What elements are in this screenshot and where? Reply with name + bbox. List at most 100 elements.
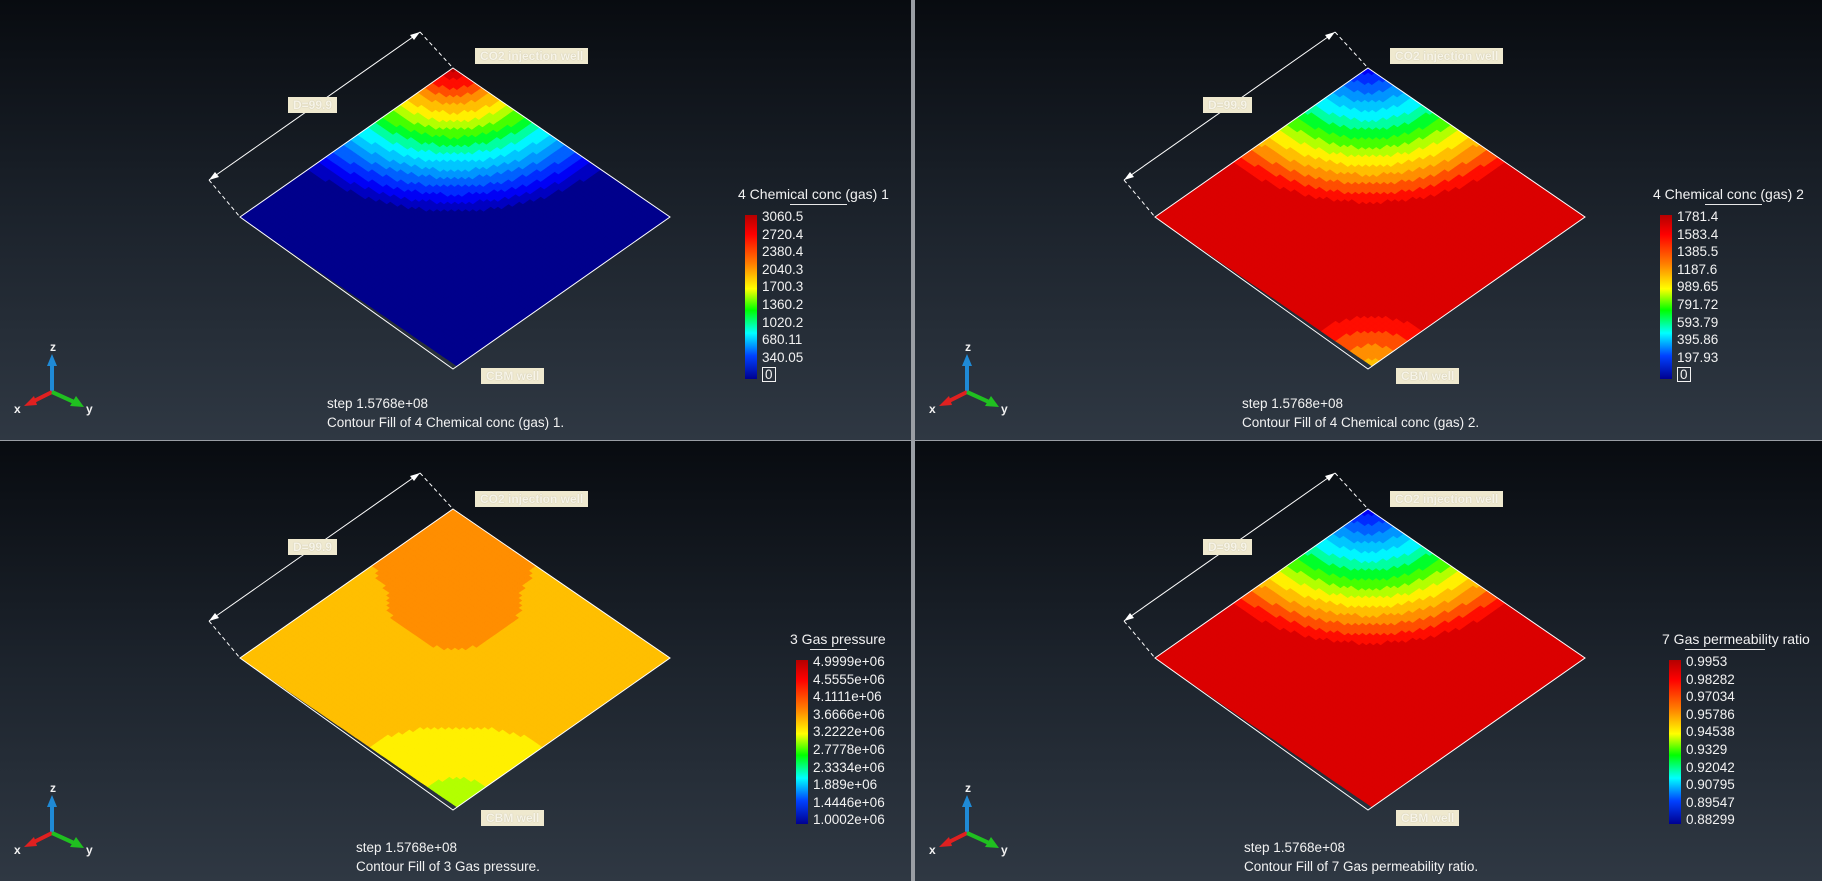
legend-value: 3.6666e+06 — [813, 706, 885, 722]
legend-value: 1.0002e+06 — [813, 812, 885, 828]
legend-value: 197.93 — [1677, 349, 1719, 365]
legend-value: 0.94538 — [1686, 724, 1735, 740]
axis-triad-icon — [24, 354, 84, 407]
axis-x-label: x — [929, 843, 936, 857]
legend-value: 680.11 — [762, 332, 803, 348]
legend-value: 1.889e+06 — [813, 777, 878, 793]
step-text: step 1.5768e+08 — [1244, 840, 1345, 855]
co2-injection-well-label: CO2 injection well — [1390, 48, 1504, 64]
legend-value: 1360.2 — [762, 297, 804, 312]
legend-value: 0.9329 — [1686, 742, 1728, 757]
legend-value: 3060.5 — [762, 209, 804, 224]
contour-mesh — [239, 67, 671, 367]
legend-value: 3.2222e+06 — [813, 724, 885, 740]
axis-x-label: x — [14, 843, 21, 857]
mesh-outline — [239, 508, 671, 811]
legend-color-bar — [796, 660, 808, 824]
step-text: step 1.5768e+08 — [1242, 396, 1343, 411]
distance-label: D=99.9 — [1203, 539, 1253, 555]
legend-value: 4.1111e+06 — [813, 689, 882, 705]
contour-caption: Contour Fill of 7 Gas permeability ratio… — [1244, 859, 1479, 874]
axis-triad: z x y — [10, 340, 100, 420]
axis-y-label: y — [1001, 402, 1008, 416]
legend-value: 0.92042 — [1686, 759, 1735, 775]
contour-caption: Contour Fill of 4 Chemical conc (gas) 2. — [1242, 415, 1480, 430]
legend-value: 1020.2 — [762, 314, 804, 330]
mesh-outline — [1154, 67, 1586, 370]
axis-triad-icon — [24, 795, 84, 848]
co2-injection-well-label: CO2 injection well — [1390, 491, 1504, 507]
legend-value: 2380.4 — [762, 244, 804, 260]
axis-y-label: y — [1001, 843, 1008, 857]
legend-rule — [790, 204, 847, 205]
cbm-well-label: CBM well — [1396, 368, 1460, 384]
distance-label: D=99.9 — [288, 97, 338, 113]
legend-title: 3 Gas pressure — [790, 631, 886, 647]
legend-value: 4.9999e+06 — [813, 654, 885, 669]
legend-rule — [1685, 649, 1765, 650]
viewport-gas-pressure[interactable]: D=99.9 CO2 injection well CBM well z x y 3… — [0, 441, 911, 881]
cbm-well-label: CBM well — [481, 368, 545, 384]
legend-value: 2.3334e+06 — [813, 759, 885, 775]
axis-triad: z x y — [925, 340, 1015, 420]
contour-plot — [208, 31, 671, 370]
co2-injection-well-label: CO2 injection well — [475, 48, 589, 64]
legend-value: 4.5555e+06 — [813, 671, 885, 687]
viewport-conc-gas-2[interactable]: D=99.9 CO2 injection well CBM well z x y 4… — [915, 0, 1822, 440]
legend-value: 593.79 — [1677, 314, 1719, 330]
legend-value: 340.05 — [762, 349, 804, 365]
legend-value: 2720.4 — [762, 226, 804, 242]
axis-x-label: x — [14, 402, 21, 416]
contour-caption: Contour Fill of 3 Gas pressure. — [356, 859, 540, 874]
mesh-outline — [239, 67, 671, 370]
legend-title: 4 Chemical conc (gas) 1 — [738, 186, 889, 202]
axis-z-label: z — [965, 781, 971, 795]
contour-mesh — [239, 508, 671, 808]
legend-value: 0 — [1677, 367, 1691, 383]
legend-rule — [1705, 204, 1762, 205]
axis-y-label: y — [86, 843, 93, 857]
legend-value: 1781.4 — [1677, 209, 1719, 224]
legend-color-bar — [745, 215, 757, 379]
axis-y-label: y — [86, 402, 93, 416]
legend-value: 1583.4 — [1677, 226, 1719, 242]
legend-value: 2040.3 — [762, 261, 804, 277]
axis-x-label: x — [929, 402, 936, 416]
contour-mesh — [1154, 508, 1586, 808]
legend-value: 1.4446e+06 — [813, 794, 885, 810]
legend-title: 4 Chemical conc (gas) 2 — [1653, 186, 1804, 202]
legend-value: 989.65 — [1677, 279, 1719, 295]
viewport-conc-gas-1[interactable]: D=99.9 CO2 injection well CBM well z x y 4… — [0, 0, 911, 440]
viewport-gas-permeability-ratio[interactable]: D=99.9 CO2 injection well CBM well z x y 7… — [915, 441, 1822, 881]
cbm-well-label: CBM well — [1396, 810, 1460, 826]
legend-value: 0.95786 — [1686, 706, 1735, 722]
legend-value: 2.7778e+06 — [813, 742, 885, 757]
legend-color-bar — [1660, 215, 1672, 379]
contour-caption: Contour Fill of 4 Chemical conc (gas) 1. — [327, 415, 565, 430]
distance-label: D=99.9 — [1203, 97, 1253, 113]
legend-value: 0 — [762, 367, 776, 383]
axis-triad: z x y — [10, 781, 100, 861]
step-text: step 1.5768e+08 — [356, 840, 457, 855]
co2-injection-well-label: CO2 injection well — [475, 491, 589, 507]
contour-plot — [208, 472, 671, 811]
mesh-outline — [1154, 508, 1586, 811]
axis-triad-icon — [939, 795, 999, 848]
legend-rule — [810, 649, 847, 650]
contour-plot — [1123, 472, 1586, 811]
legend-title: 7 Gas permeability ratio — [1662, 631, 1810, 647]
axis-z-label: z — [50, 340, 56, 354]
step-text: step 1.5768e+08 — [327, 396, 428, 411]
cbm-well-label: CBM well — [481, 810, 545, 826]
legend-value: 0.98282 — [1686, 671, 1735, 687]
legend-value: 1700.3 — [762, 279, 804, 295]
legend-value: 1385.5 — [1677, 244, 1719, 260]
legend-value: 0.88299 — [1686, 812, 1735, 828]
axis-triad-icon — [939, 354, 999, 407]
axis-z-label: z — [965, 340, 971, 354]
contour-plot — [1123, 31, 1586, 370]
legend-value: 791.72 — [1677, 297, 1719, 312]
legend-value: 0.97034 — [1686, 689, 1735, 705]
distance-label: D=99.9 — [288, 539, 338, 555]
legend-value: 0.90795 — [1686, 777, 1735, 793]
